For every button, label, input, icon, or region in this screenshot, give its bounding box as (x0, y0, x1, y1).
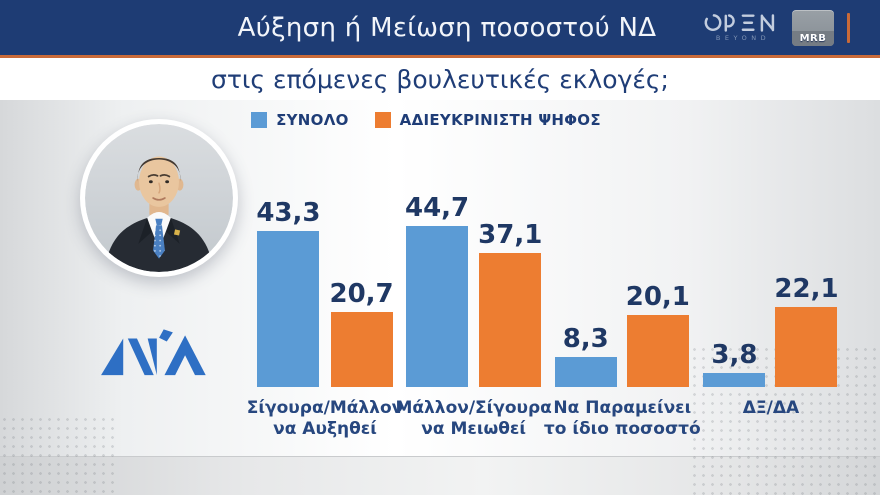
legend-label-synolo: ΣΥΝΟΛΟ (276, 111, 349, 129)
legend-swatch-blue-icon (251, 112, 268, 128)
bar-adieukrinisti-3 (626, 315, 689, 387)
open-channel-logo: BEYOND (703, 13, 779, 42)
bar-value-synolo-3: 8,3 (562, 324, 609, 354)
category-label-4: ΔΞ/ΔΑ (742, 398, 800, 418)
bar-adieukrinisti-1 (330, 312, 393, 387)
bar-group-4: 3,8 22,1 ΔΞ/ΔΑ (698, 195, 844, 419)
bar-adieukrinisti-2 (479, 253, 542, 387)
bar-pair-3: 8,3 20,1 (554, 195, 690, 387)
mrb-pollster-logo: MRB (792, 9, 834, 46)
bar-wrap: 37,1 (478, 222, 542, 387)
bar-synolo-4 (703, 373, 766, 387)
category-label-3: Να Παραμείνει το ίδιο ποσοστό (543, 398, 701, 439)
bar-value-adieukrinisti-2: 37,1 (478, 220, 543, 250)
bar-value-synolo-1: 43,3 (256, 198, 321, 228)
mitsotakis-portrait-image (85, 124, 233, 272)
bar-wrap: 44,7 (405, 195, 469, 387)
leader-photo (80, 119, 238, 277)
category-label-1: Σίγουρα/Μάλλον να Αυξηθεί (246, 398, 404, 439)
category-label-2: Μάλλον/Σίγουρα να Μειωθεί (395, 398, 552, 439)
bar-wrap: 8,3 (554, 324, 617, 387)
header-bar: Αύξηση ή Μείωση ποσοστού ΝΔ BEYOND MRB (0, 0, 880, 58)
bar-wrap: 43,3 (256, 198, 321, 387)
bar-pair-2: 44,7 37,1 (405, 195, 542, 387)
legend-swatch-orange-icon (374, 112, 391, 128)
legend-item-synolo: ΣΥΝΟΛΟ (251, 111, 349, 129)
bar-chart: 43,3 20,7 Σίγουρα/Μάλλον να Αυξηθεί 44,7 37,1… (247, 195, 844, 440)
bar-wrap: 20,1 (626, 284, 690, 387)
orange-tick-divider (847, 12, 850, 43)
bar-wrap: 3,8 (703, 340, 766, 387)
bar-group-2: 44,7 37,1 Μάλλον/Σίγουρα να Μειωθεί (395, 195, 551, 440)
page-title: Αύξηση ή Μείωση ποσοστού ΝΔ (237, 12, 657, 43)
mrb-logo-text: MRB (792, 30, 834, 46)
open-logo-icon (704, 14, 775, 32)
bar-pair-4: 3,8 22,1 (703, 195, 839, 387)
bar-synolo-1 (257, 231, 320, 387)
chart-legend: ΣΥΝΟΛΟ ΑΔΙΕΥΚΡΙΝΙΣΤΗ ΨΗΦΟΣ (0, 111, 866, 129)
bar-adieukrinisti-4 (775, 307, 838, 387)
bar-value-adieukrinisti-4: 22,1 (774, 274, 839, 304)
header-logos: BEYOND MRB (703, 0, 850, 55)
subtitle-band: στις επόμενες βουλευτικές εκλογές; (0, 58, 880, 100)
subtitle-text: στις επόμενες βουλευτικές εκλογές; (211, 64, 669, 94)
content-area: ΣΥΝΟΛΟ ΑΔΙΕΥΚΡΙΝΙΣΤΗ ΨΗΦΟΣ (0, 100, 880, 495)
bar-wrap: 22,1 (774, 274, 839, 387)
legend-label-adieukrinisti: ΑΔΙΕΥΚΡΙΝΙΣΤΗ ΨΗΦΟΣ (399, 111, 601, 129)
bar-group-3: 8,3 20,1 Να Παραμείνει το ίδιο ποσοστό (544, 195, 701, 440)
bar-value-adieukrinisti-1: 20,7 (329, 279, 394, 309)
open-logo-tagline: BEYOND (715, 34, 771, 42)
bar-pair-1: 43,3 20,7 (256, 195, 394, 387)
nd-logo-icon (101, 329, 206, 376)
nd-party-logo (98, 322, 208, 384)
bar-group-1: 43,3 20,7 Σίγουρα/Μάλλον να Αυξηθεί (247, 195, 403, 440)
legend-item-adieukrinisti: ΑΔΙΕΥΚΡΙΝΙΣΤΗ ΨΗΦΟΣ (374, 111, 601, 129)
bar-value-synolo-4: 3,8 (711, 340, 758, 370)
bar-wrap: 20,7 (330, 281, 394, 387)
bar-value-synolo-2: 44,7 (405, 193, 470, 223)
bar-value-adieukrinisti-3: 20,1 (625, 282, 690, 312)
bar-synolo-3 (554, 357, 617, 387)
bottom-strip (0, 456, 880, 495)
bar-synolo-2 (406, 226, 469, 387)
